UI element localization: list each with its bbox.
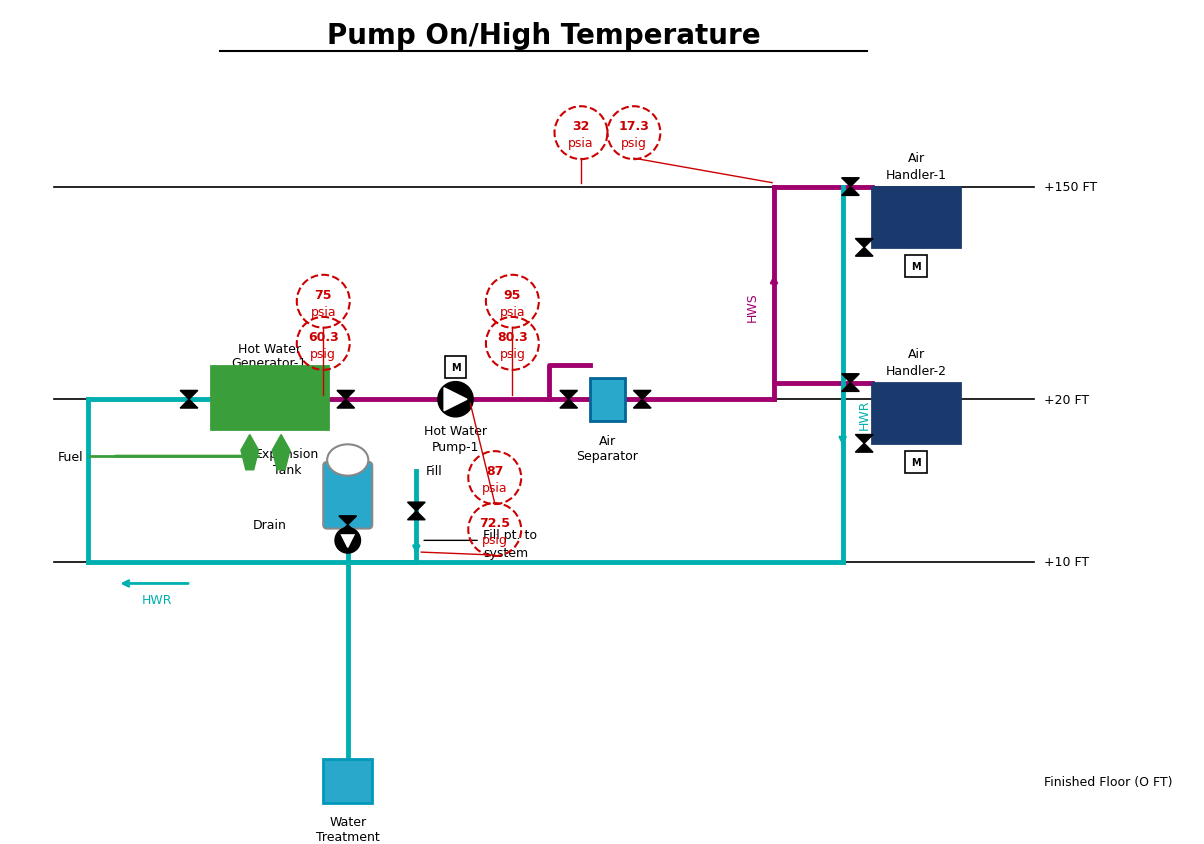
Polygon shape xyxy=(842,179,860,187)
Text: Air: Air xyxy=(908,152,925,165)
Text: 72.5: 72.5 xyxy=(479,517,510,529)
Text: M: M xyxy=(450,362,460,372)
Text: Fill: Fill xyxy=(426,465,443,478)
FancyBboxPatch shape xyxy=(905,452,927,473)
Text: Finished Floor (O FT): Finished Floor (O FT) xyxy=(1044,775,1171,788)
Text: HWS: HWS xyxy=(746,292,759,322)
Polygon shape xyxy=(855,248,873,257)
FancyBboxPatch shape xyxy=(872,187,961,248)
FancyBboxPatch shape xyxy=(872,383,961,444)
Text: psia: psia xyxy=(482,481,508,495)
Text: Tank: Tank xyxy=(273,463,301,477)
Text: psia: psia xyxy=(568,137,594,149)
Text: Generator-1: Generator-1 xyxy=(231,357,307,370)
Text: 60.3: 60.3 xyxy=(308,331,338,344)
Text: +10 FT: +10 FT xyxy=(1044,555,1088,569)
Ellipse shape xyxy=(327,445,368,476)
Polygon shape xyxy=(272,435,290,470)
Text: Pump On/High Temperature: Pump On/High Temperature xyxy=(327,22,761,50)
Text: psia: psia xyxy=(500,306,525,318)
Text: Water: Water xyxy=(329,815,366,828)
Text: Hot Water: Hot Water xyxy=(424,425,488,437)
Polygon shape xyxy=(855,239,873,248)
Text: M: M xyxy=(911,262,921,272)
Polygon shape xyxy=(842,187,860,196)
Polygon shape xyxy=(341,533,355,548)
Text: Pump-1: Pump-1 xyxy=(432,441,479,453)
Text: Handler-2: Handler-2 xyxy=(886,365,946,378)
Polygon shape xyxy=(842,374,860,383)
Text: 87: 87 xyxy=(486,465,503,478)
Text: 80.3: 80.3 xyxy=(497,331,527,344)
FancyBboxPatch shape xyxy=(905,256,927,278)
Polygon shape xyxy=(855,444,873,452)
Text: HWR: HWR xyxy=(141,593,172,606)
Polygon shape xyxy=(560,400,578,408)
Polygon shape xyxy=(842,383,860,392)
Polygon shape xyxy=(338,525,356,534)
Polygon shape xyxy=(181,400,197,408)
Text: system: system xyxy=(483,546,529,559)
Text: Expansion: Expansion xyxy=(255,447,319,460)
Polygon shape xyxy=(560,391,578,400)
Circle shape xyxy=(438,382,473,418)
Polygon shape xyxy=(337,391,355,400)
Polygon shape xyxy=(181,391,197,400)
FancyBboxPatch shape xyxy=(323,760,372,803)
Text: +20 FT: +20 FT xyxy=(1044,393,1088,406)
Circle shape xyxy=(335,528,360,554)
Text: 17.3: 17.3 xyxy=(619,120,649,133)
Text: Hot Water: Hot Water xyxy=(238,343,301,355)
Polygon shape xyxy=(633,391,651,400)
Text: Treatment: Treatment xyxy=(315,830,379,843)
Text: M: M xyxy=(911,457,921,468)
Text: Handler-1: Handler-1 xyxy=(886,169,946,182)
Text: Drain: Drain xyxy=(253,518,287,532)
Polygon shape xyxy=(241,435,259,470)
Text: psig: psig xyxy=(621,137,647,149)
Text: Separator: Separator xyxy=(577,449,638,462)
Text: 32: 32 xyxy=(572,120,590,133)
Text: Fill pt. to: Fill pt. to xyxy=(483,528,537,541)
FancyBboxPatch shape xyxy=(323,463,372,529)
FancyBboxPatch shape xyxy=(444,357,466,378)
FancyBboxPatch shape xyxy=(211,366,329,429)
Polygon shape xyxy=(338,517,356,525)
Text: Air: Air xyxy=(908,347,925,360)
Text: HWR: HWR xyxy=(857,399,870,430)
Polygon shape xyxy=(855,435,873,444)
Text: +150 FT: +150 FT xyxy=(1044,181,1097,194)
Text: Air: Air xyxy=(598,435,616,447)
Text: 75: 75 xyxy=(314,289,332,301)
Text: Fuel: Fuel xyxy=(58,450,83,463)
Polygon shape xyxy=(444,388,467,411)
Text: 95: 95 xyxy=(503,289,521,301)
Polygon shape xyxy=(407,502,425,511)
Polygon shape xyxy=(633,400,651,408)
Text: psig: psig xyxy=(500,347,525,360)
Polygon shape xyxy=(407,511,425,520)
Text: psig: psig xyxy=(482,533,508,546)
Text: psig: psig xyxy=(311,347,336,360)
FancyBboxPatch shape xyxy=(590,378,625,421)
Text: psia: psia xyxy=(311,306,336,318)
Polygon shape xyxy=(337,400,355,408)
